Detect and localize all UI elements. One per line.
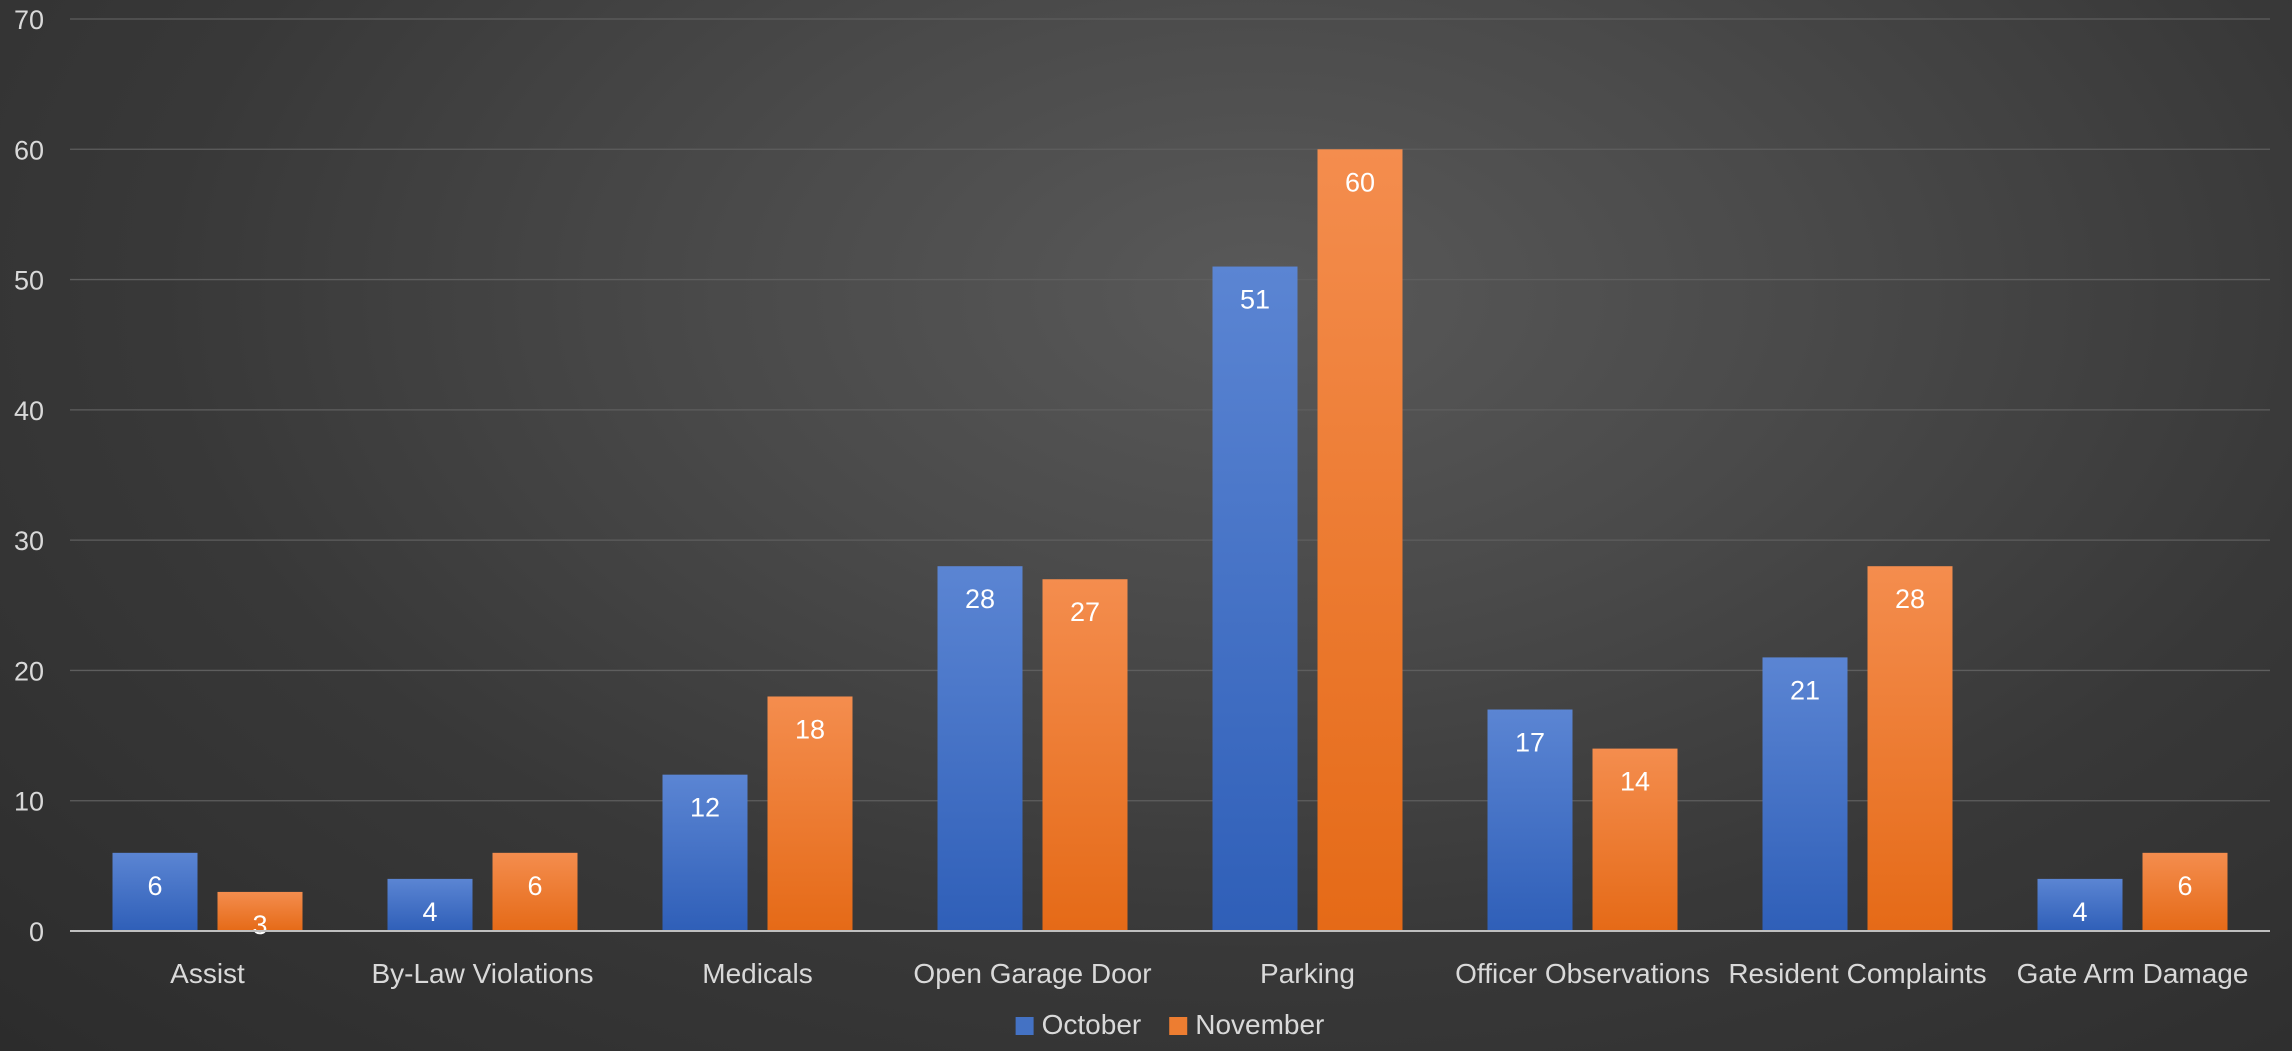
bar-october-resident-complaints [1762, 657, 1848, 931]
data-label-november-gate-arm-damage: 6 [2177, 871, 2192, 901]
data-label-october-resident-complaints: 21 [1790, 675, 1820, 705]
x-tick-label: Assist [170, 958, 245, 989]
y-tick-label: 30 [14, 526, 44, 556]
y-tick-label: 10 [14, 787, 44, 817]
data-label-october-gate-arm-damage: 4 [2072, 897, 2087, 927]
data-label-october-by-law-violations: 4 [422, 897, 437, 927]
data-label-november-assist: 3 [252, 910, 267, 940]
y-tick-label: 20 [14, 656, 44, 686]
data-label-october-officer-observations: 17 [1515, 728, 1545, 758]
bar-november-parking [1317, 149, 1403, 932]
x-tick-label: By-Law Violations [371, 958, 593, 989]
data-label-october-assist: 6 [147, 871, 162, 901]
data-label-november-by-law-violations: 6 [527, 871, 542, 901]
bar-november-by-law-violations [492, 852, 578, 931]
y-tick-label: 50 [14, 266, 44, 296]
x-axis: Assist By-Law Violations Medicals Open Gara… [70, 930, 2270, 989]
legend-swatch-november [1169, 1017, 1188, 1035]
bar-november-assist [217, 891, 303, 931]
legend-label-october: October [1042, 1009, 1142, 1040]
data-label-october-parking: 51 [1240, 285, 1270, 315]
data-label-november-open-garage-door: 27 [1070, 597, 1100, 627]
data-label-november-officer-observations: 14 [1620, 767, 1650, 797]
bar-november-officer-observations [1592, 748, 1678, 931]
y-tick-label: 40 [14, 396, 44, 426]
bar-october-gate-arm-damage [2037, 878, 2123, 931]
y-tick-label: 60 [14, 135, 44, 165]
bar-november-gate-arm-damage [2142, 852, 2228, 931]
y-tick-label: 0 [29, 917, 44, 947]
bar-november-resident-complaints [1867, 566, 1953, 931]
x-tick-label: Gate Arm Damage [2017, 958, 2249, 989]
data-label-november-resident-complaints: 28 [1895, 584, 1925, 614]
bar-november-medicals [767, 696, 853, 931]
bar-october-officer-observations [1487, 709, 1573, 931]
x-tick-label: Officer Observations [1455, 958, 1710, 989]
legend-label-november: November [1195, 1009, 1324, 1040]
data-label-november-parking: 60 [1345, 167, 1375, 197]
y-axis: 0 10 20 30 40 50 60 70 [14, 5, 44, 947]
legend-swatch-october [1015, 1017, 1034, 1035]
x-tick-label: Open Garage Door [913, 958, 1151, 989]
bar-october-assist [112, 852, 198, 931]
y-tick-label: 70 [14, 5, 44, 35]
data-labels: 6 3 4 6 12 18 28 27 51 60 17 14 21 28 4 6 [147, 167, 2192, 940]
bar-october-by-law-violations [387, 878, 473, 931]
legend: October November [1015, 1009, 1324, 1040]
data-label-october-medicals: 12 [690, 793, 720, 823]
x-tick-label: Parking [1260, 958, 1355, 989]
data-label-november-medicals: 18 [795, 714, 825, 744]
x-tick-label: Resident Complaints [1728, 958, 1986, 989]
bars [112, 149, 2228, 932]
bar-november-open-garage-door [1042, 579, 1128, 931]
bar-october-medicals [662, 774, 748, 931]
gridlines [70, 18, 2270, 802]
bar-october-open-garage-door [937, 566, 1023, 931]
bar-october-parking [1212, 266, 1298, 931]
x-tick-label: Medicals [702, 958, 812, 989]
data-label-october-open-garage-door: 28 [965, 584, 995, 614]
